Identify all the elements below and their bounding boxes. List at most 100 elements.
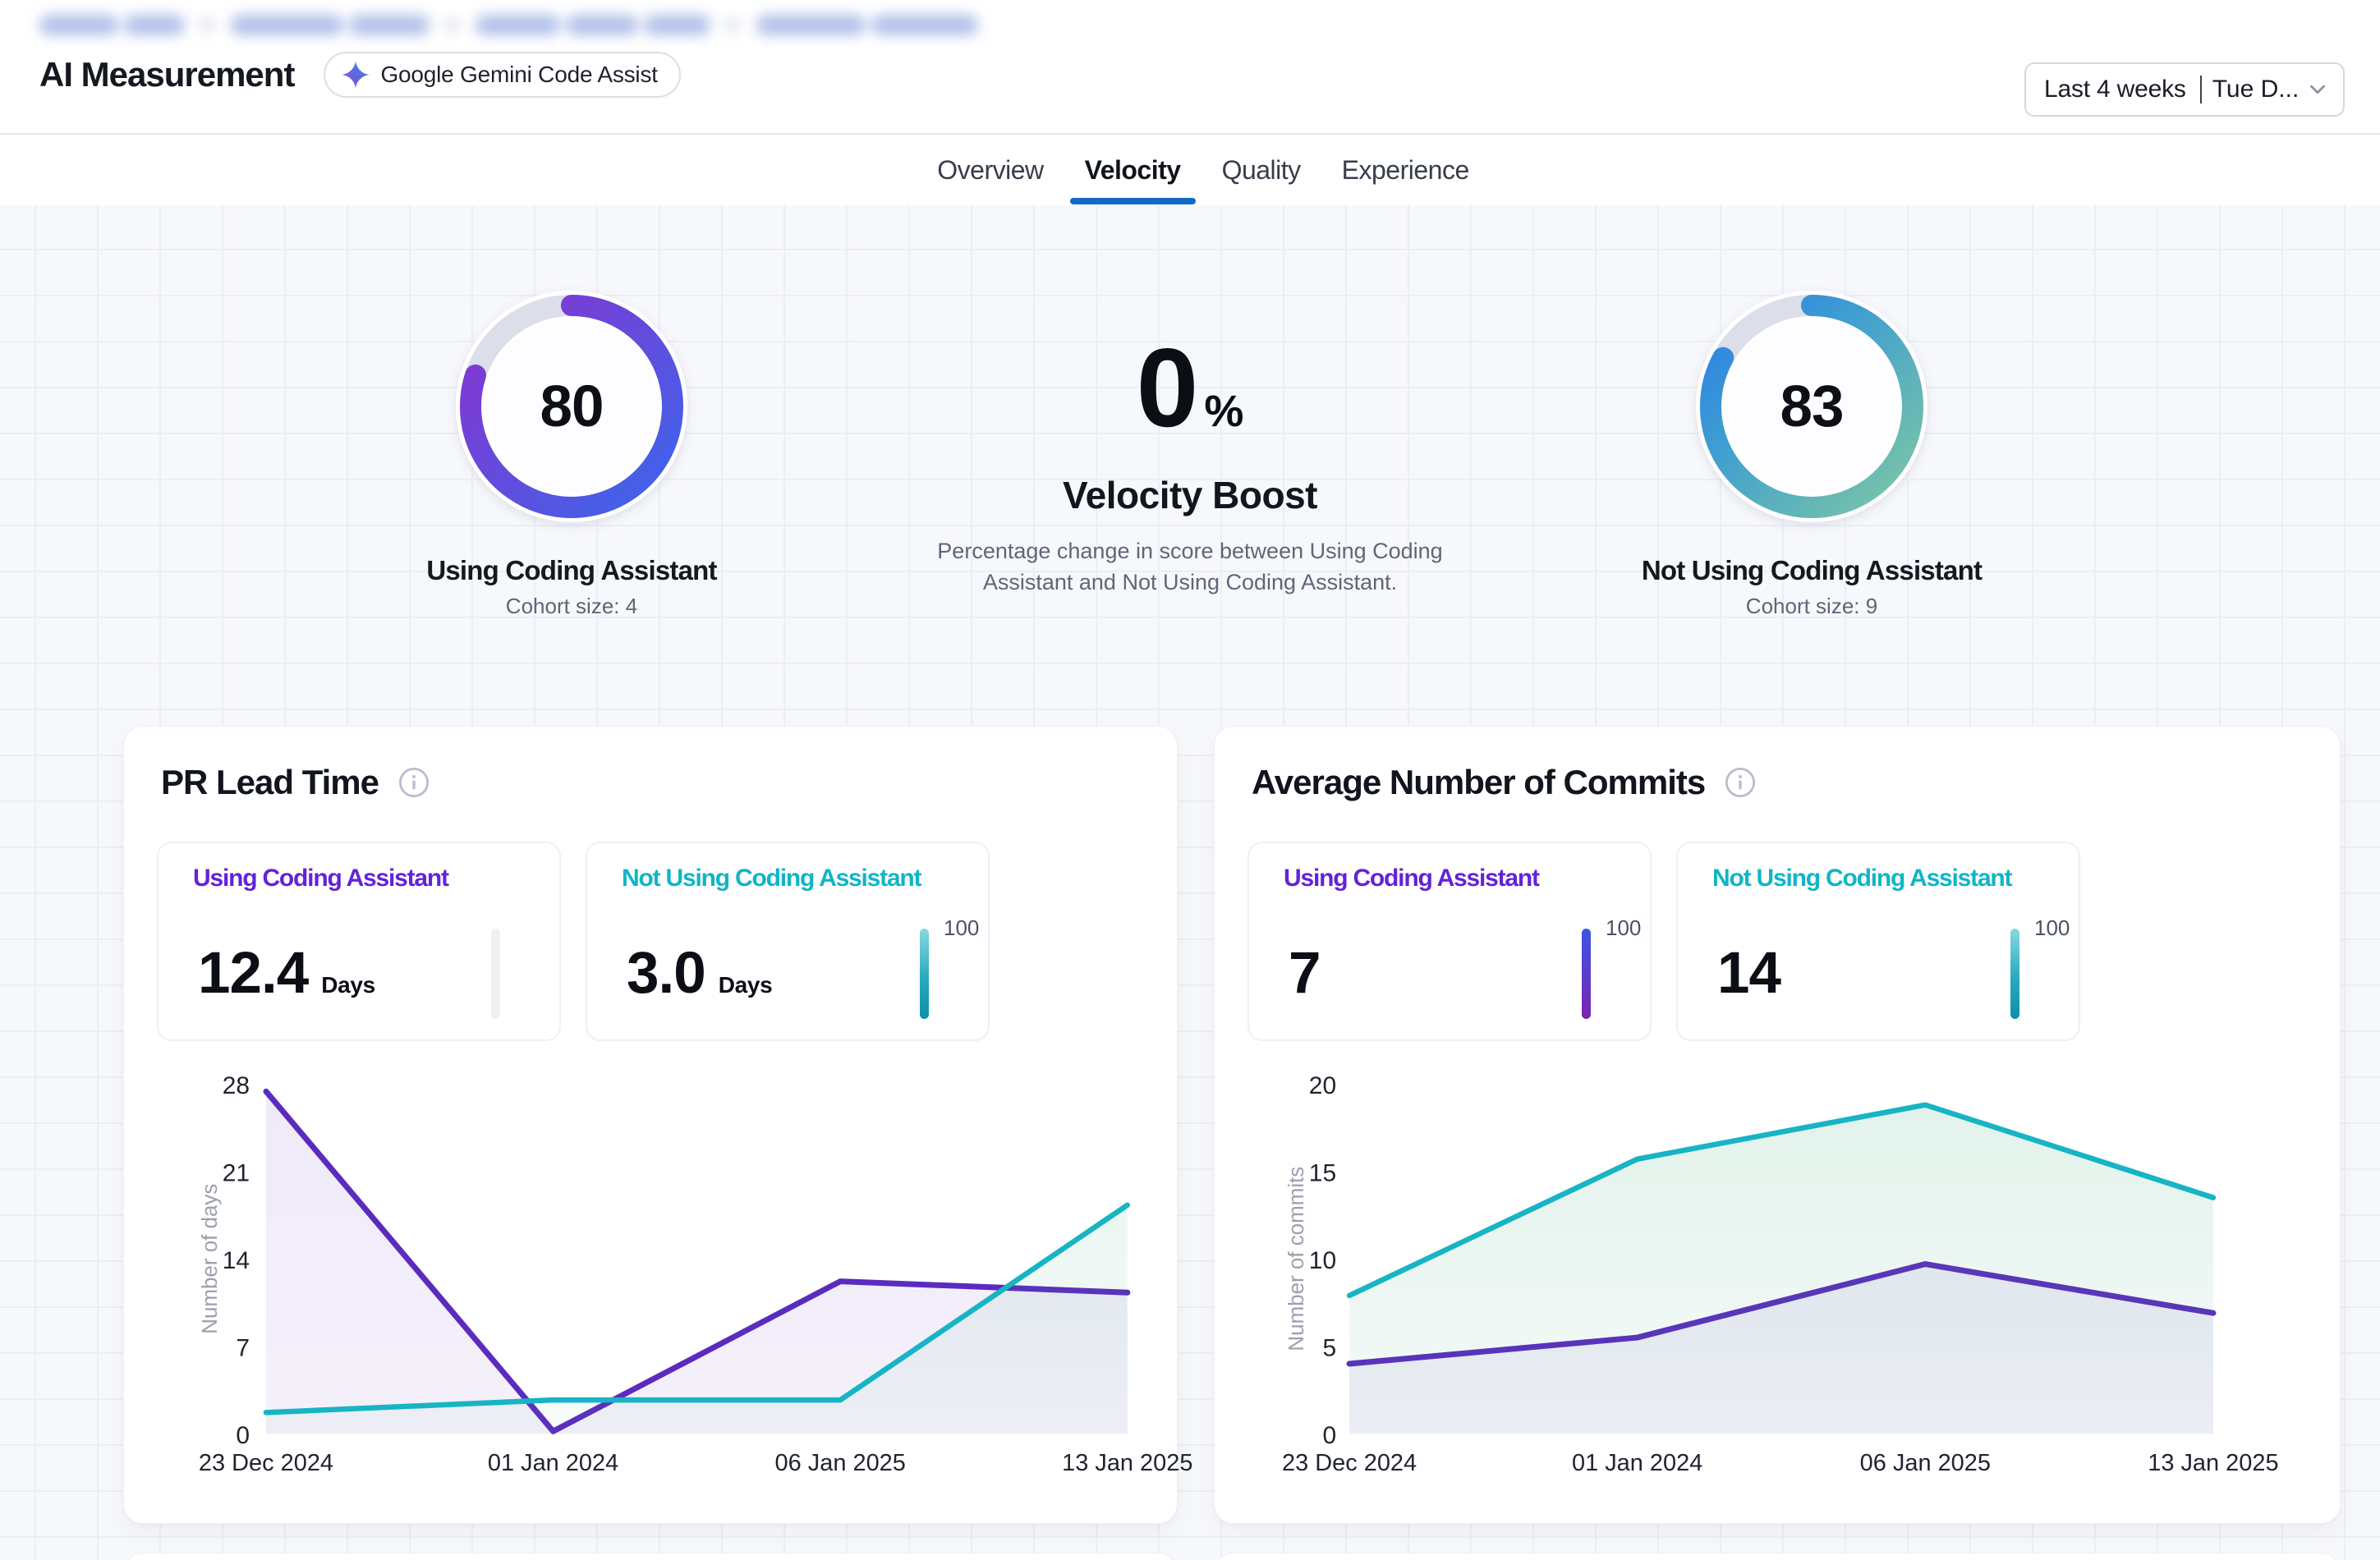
score-bar	[920, 929, 929, 1019]
tab-overview[interactable]: Overview	[937, 154, 1044, 185]
breadcrumb-separator	[201, 18, 213, 31]
badge-label: Google Gemini Code Assist	[380, 62, 658, 87]
gauge-not-using-assistant: 83	[1689, 283, 1935, 530]
svg-text:20: 20	[1309, 1072, 1336, 1099]
stat-value-row: 3.0 Days	[627, 941, 773, 1006]
gauge-not-using-assistant-value: 83	[1780, 374, 1845, 439]
tab-experience[interactable]: Experience	[1341, 154, 1470, 185]
gauge-using-assistant: 80	[448, 283, 695, 530]
breadcrumb-item-redacted[interactable]	[124, 14, 185, 35]
stat-tile-using-assistant: Using Coding Assistant 12.4 Days	[157, 842, 561, 1041]
stat-tile-label: Using Coding Assistant	[1284, 865, 1540, 892]
svg-text:23 Dec 2024: 23 Dec 2024	[199, 1450, 333, 1476]
period-date: Tue D...	[2212, 76, 2300, 103]
svg-text:01 Jan 2024: 01 Jan 2024	[488, 1450, 618, 1476]
svg-text:14: 14	[223, 1247, 250, 1274]
gauge-not-using-assistant-label: Not Using Coding Assistant	[1641, 555, 1983, 585]
score-max-label: 100	[2034, 915, 2070, 940]
info-icon[interactable]	[1725, 767, 1756, 798]
card-pr-lead-time: PR Lead Time Using Coding Assistant 12.4…	[123, 726, 1192, 1524]
tab-quality[interactable]: Quality	[1221, 154, 1302, 185]
period-divider	[2199, 76, 2202, 103]
next-row-card	[1214, 1553, 2341, 1560]
page-title: AI Measurement	[39, 55, 295, 94]
score-max-label: 100	[944, 915, 980, 940]
gauge-not-using-assistant-cohort: Cohort size: 9	[1745, 594, 1878, 618]
stat-value-row: 12.4 Days	[198, 944, 375, 1003]
score-max-label: 100	[1606, 915, 1642, 940]
card-average-commits: Average Number of Commits Using Coding A…	[1214, 726, 2341, 1524]
svg-text:23 Dec 2024: 23 Dec 2024	[1282, 1450, 1417, 1476]
velocity-boost-unit: %	[1204, 387, 1244, 436]
card-average-commits-header: Average Number of Commits	[1252, 763, 1756, 802]
svg-text:15: 15	[1309, 1160, 1336, 1187]
stat-value: 12.4	[198, 941, 309, 1006]
svg-text:Number of days: Number of days	[199, 1184, 222, 1334]
velocity-boost-title: Velocity Boost	[1063, 474, 1317, 516]
breadcrumb-separator	[727, 18, 738, 31]
breadcrumb-item-redacted[interactable]	[644, 14, 710, 35]
breadcrumb-item-redacted[interactable]	[566, 14, 638, 35]
velocity-boost: 0 % Velocity Boost Percentage change in …	[779, 325, 1601, 598]
gauge-using-assistant-cohort: Cohort size: 4	[505, 594, 638, 618]
stat-tile-using-assistant: Using Coding Assistant 7 100	[1247, 842, 1652, 1041]
stat-unit: Days	[718, 972, 773, 998]
score-bar	[1582, 929, 1591, 1019]
svg-text:13 Jan 2025: 13 Jan 2025	[2148, 1450, 2278, 1476]
content-stage: 80 Using Coding Assistant Cohort size: 4…	[0, 205, 2380, 1560]
stat-value: 14	[1717, 941, 1781, 1006]
gauge-not-using-assistant-caption: Not Using Coding Assistant Cohort size: …	[1524, 555, 2099, 619]
title-row: AI Measurement Google Gemini Code Assist	[39, 52, 681, 98]
svg-text:21: 21	[223, 1160, 250, 1187]
svg-text:06 Jan 2025: 06 Jan 2025	[775, 1450, 906, 1476]
breadcrumb-item-redacted[interactable]	[349, 14, 430, 35]
gauge-using-assistant-caption: Using Coding Assistant Cohort size: 4	[284, 555, 859, 619]
svg-text:28: 28	[223, 1072, 250, 1099]
gauge-using-assistant-value: 80	[540, 374, 604, 439]
stat-tile-label: Not Using Coding Assistant	[1712, 865, 2013, 892]
breadcrumb-item-redacted[interactable]	[231, 14, 343, 35]
breadcrumb-item-redacted[interactable]	[39, 14, 118, 35]
velocity-boost-value: 0	[1136, 325, 1199, 450]
stat-unit: Days	[321, 972, 375, 998]
chevron-down-icon	[2310, 85, 2326, 94]
svg-text:13 Jan 2025: 13 Jan 2025	[1062, 1450, 1192, 1476]
next-row-card	[123, 1553, 1178, 1560]
assistant-badge: Google Gemini Code Assist	[324, 52, 681, 98]
tabs: Overview Velocity Quality Experience	[13, 135, 2380, 205]
card-pr-lead-time-header: PR Lead Time	[161, 763, 430, 802]
stat-tile-label: Not Using Coding Assistant	[622, 865, 922, 892]
svg-text:Number of commits: Number of commits	[1285, 1167, 1308, 1351]
gauge-using-assistant-label: Using Coding Assistant	[426, 555, 717, 585]
period-selector[interactable]: Last 4 weeks Tue D...	[2024, 62, 2345, 117]
card-pr-lead-time-title: PR Lead Time	[161, 763, 379, 801]
svg-text:0: 0	[236, 1422, 250, 1449]
svg-text:10: 10	[1309, 1247, 1336, 1274]
velocity-boost-number: 0 %	[779, 325, 1601, 450]
card-average-commits-title: Average Number of Commits	[1252, 763, 1706, 801]
stat-value-row: 14	[1717, 944, 1794, 1003]
svg-text:5: 5	[1322, 1335, 1336, 1362]
stat-value: 3.0	[627, 941, 706, 1006]
svg-text:0: 0	[1322, 1422, 1336, 1449]
velocity-boost-description: Percentage change in score between Using…	[937, 539, 1443, 594]
breadcrumb-item-redacted[interactable]	[756, 14, 866, 35]
svg-text:06 Jan 2025: 06 Jan 2025	[1860, 1450, 1991, 1476]
breadcrumb-separator	[446, 18, 457, 31]
svg-text:7: 7	[236, 1335, 250, 1362]
tab-velocity[interactable]: Velocity	[1069, 135, 1196, 205]
gemini-sparkle-icon	[342, 61, 370, 89]
breadcrumb-item-redacted[interactable]	[871, 14, 978, 35]
stat-tile-not-using-assistant: Not Using Coding Assistant 14 100	[1676, 842, 2080, 1041]
header: AI Measurement Google Gemini Code Assist	[0, 0, 2380, 135]
stat-tile-not-using-assistant: Not Using Coding Assistant 3.0 Days 100	[586, 842, 990, 1041]
stat-value: 7	[1289, 941, 1321, 1006]
breadcrumb[interactable]	[39, 11, 984, 38]
tabs-strip: Overview Velocity Quality Experience	[0, 135, 2380, 205]
breadcrumb-item-redacted[interactable]	[476, 14, 560, 35]
info-icon[interactable]	[398, 767, 430, 798]
period-range: Last 4 weeks	[2044, 76, 2186, 103]
stat-value-row: 7	[1289, 944, 1334, 1003]
stat-tile-label: Using Coding Assistant	[193, 865, 449, 892]
